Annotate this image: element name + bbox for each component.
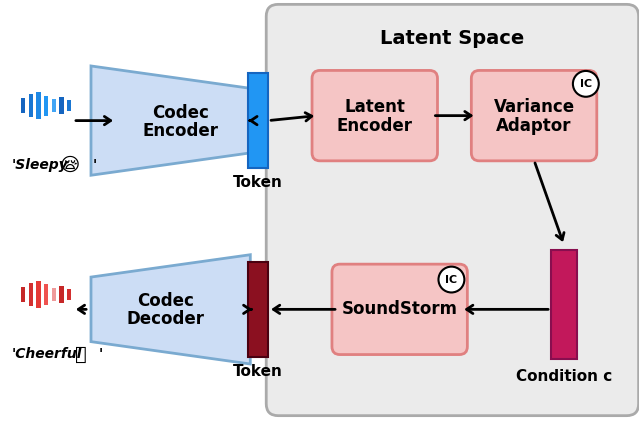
- Bar: [29, 283, 33, 306]
- Text: 😪: 😪: [59, 156, 79, 175]
- Bar: [21, 98, 26, 113]
- Text: 'Sleepy: 'Sleepy: [12, 158, 68, 172]
- FancyBboxPatch shape: [471, 70, 596, 161]
- Bar: [248, 73, 268, 168]
- Circle shape: [573, 71, 599, 97]
- FancyBboxPatch shape: [332, 264, 467, 354]
- Text: ': ': [93, 158, 97, 172]
- Text: Encoder: Encoder: [143, 122, 219, 139]
- Bar: [52, 288, 56, 301]
- Circle shape: [438, 267, 465, 293]
- FancyBboxPatch shape: [266, 4, 639, 416]
- Text: Variance: Variance: [493, 98, 575, 116]
- Text: Encoder: Encoder: [337, 117, 413, 134]
- Bar: [36, 281, 41, 308]
- Text: Latent: Latent: [344, 98, 405, 116]
- FancyBboxPatch shape: [312, 70, 438, 161]
- Bar: [551, 250, 577, 359]
- Bar: [67, 100, 71, 111]
- Text: Codec: Codec: [152, 103, 209, 122]
- Text: Codec: Codec: [137, 293, 194, 310]
- Text: IC: IC: [580, 79, 592, 89]
- Bar: [60, 286, 63, 303]
- Text: Condition c: Condition c: [516, 369, 612, 385]
- Text: ': ': [99, 347, 103, 361]
- Text: IC: IC: [445, 275, 458, 285]
- Bar: [29, 94, 33, 117]
- Text: Latent Space: Latent Space: [380, 29, 525, 47]
- Bar: [60, 97, 63, 114]
- Bar: [36, 92, 41, 119]
- Bar: [248, 262, 268, 357]
- Text: Adaptor: Adaptor: [496, 117, 572, 134]
- Text: Token: Token: [234, 365, 284, 379]
- Polygon shape: [91, 66, 250, 175]
- Text: Token: Token: [234, 175, 284, 190]
- Polygon shape: [91, 255, 250, 364]
- Bar: [44, 285, 48, 304]
- Bar: [21, 287, 26, 302]
- Bar: [44, 95, 48, 116]
- Text: Decoder: Decoder: [127, 310, 205, 328]
- Text: SoundStorm: SoundStorm: [342, 300, 458, 318]
- Bar: [52, 99, 56, 112]
- Text: 🤩: 🤩: [75, 345, 87, 363]
- Bar: [67, 289, 71, 300]
- Text: 'Cheerful: 'Cheerful: [12, 347, 82, 361]
